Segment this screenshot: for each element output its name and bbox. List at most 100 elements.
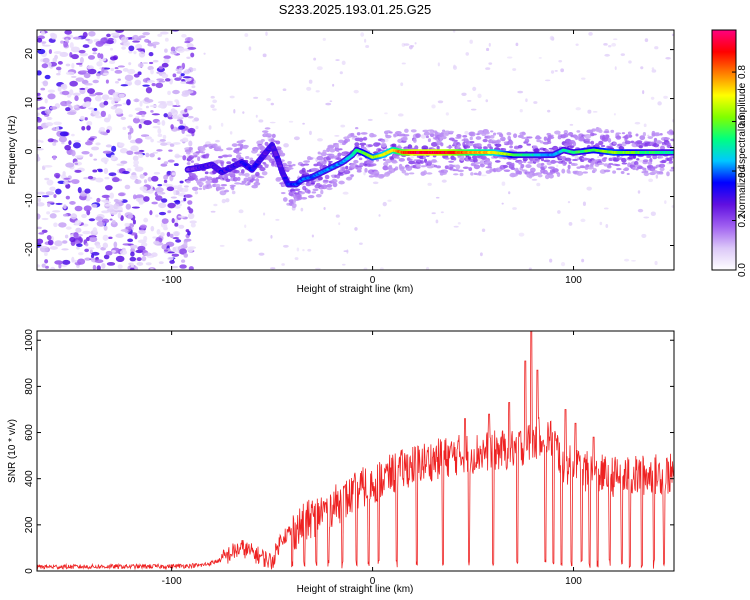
noise-blob — [568, 222, 573, 226]
noise-blob — [643, 216, 650, 219]
ridge-halo — [591, 128, 597, 132]
noise-blob — [508, 191, 511, 195]
noise-blob — [103, 225, 108, 231]
ridge-halo — [356, 132, 361, 136]
ridge-halo — [513, 133, 518, 139]
noise-blob — [109, 192, 115, 199]
ridge-halo — [295, 193, 302, 197]
noise-blob — [229, 131, 233, 135]
noise-blob — [581, 258, 585, 263]
noise-blob — [182, 137, 189, 142]
noise-blob — [48, 49, 52, 54]
noise-blob — [644, 38, 649, 43]
noise-blob — [141, 114, 145, 118]
y-tick-label-bottom: 200 — [24, 516, 35, 533]
noise-blob — [45, 191, 55, 196]
noise-blob — [129, 174, 138, 180]
ridge-halo — [403, 134, 410, 137]
ridge-halo — [621, 132, 626, 135]
noise-blob — [335, 214, 340, 218]
ridge-halo — [659, 132, 663, 136]
ridge-halo — [327, 145, 335, 150]
noise-blob — [41, 229, 48, 234]
noise-blob — [431, 212, 436, 215]
noise-blob — [75, 77, 85, 82]
ridge-halo — [394, 166, 399, 171]
noise-blob — [150, 138, 154, 143]
noise-blob — [671, 33, 674, 37]
ridge-halo — [621, 162, 628, 165]
noise-blob — [247, 238, 253, 242]
noise-blob — [57, 86, 62, 92]
ridge-halo — [380, 142, 387, 148]
ridge-halo — [208, 185, 213, 189]
noise-blob — [334, 135, 340, 137]
noise-blob — [111, 99, 115, 105]
noise-blob — [106, 129, 110, 134]
noise-blob — [671, 205, 674, 208]
noise-blob — [588, 31, 593, 36]
ridge-halo — [563, 133, 569, 138]
ridge-halo — [534, 136, 542, 140]
ridge-halo — [621, 157, 627, 163]
noise-blob — [104, 176, 110, 180]
ridge-halo — [396, 156, 400, 160]
noise-blob — [120, 36, 129, 43]
noise-blob — [603, 207, 609, 210]
ridge-halo — [255, 178, 260, 183]
noise-blob — [485, 99, 489, 103]
noise-blob — [258, 252, 265, 256]
noise-blob — [270, 102, 274, 106]
noise-blob — [71, 256, 75, 263]
ridge-halo — [430, 141, 438, 147]
noise-blob — [74, 155, 84, 158]
ridge-halo — [425, 135, 429, 139]
noise-blob — [135, 116, 140, 119]
noise-blob — [558, 60, 563, 63]
noise-blob — [176, 71, 182, 74]
noise-blob — [122, 126, 127, 131]
ridge-halo — [469, 136, 473, 141]
noise-blob — [86, 236, 91, 242]
ridge-halo — [247, 181, 251, 186]
ridge-halo — [626, 172, 630, 176]
noise-blob — [143, 252, 152, 257]
noise-blob — [169, 260, 175, 264]
noise-blob — [111, 177, 120, 183]
noise-blob — [177, 184, 183, 188]
ridge-halo — [568, 132, 574, 136]
ridge-halo — [627, 131, 632, 135]
noise-blob — [72, 142, 81, 149]
noise-blob — [117, 212, 122, 219]
noise-blob — [71, 150, 76, 157]
noise-blob — [133, 73, 140, 78]
noise-blob — [82, 44, 90, 48]
ridge-halo — [287, 160, 292, 165]
noise-blob — [79, 57, 84, 64]
ridge-halo — [229, 184, 236, 187]
ridge-halo — [521, 131, 526, 135]
ridge-halo — [362, 136, 368, 141]
noise-blob — [69, 89, 74, 96]
noise-blob — [114, 210, 123, 213]
noise-blob — [103, 167, 109, 175]
noise-blob — [121, 46, 126, 50]
ridge-halo — [249, 157, 254, 161]
noise-blob — [325, 102, 332, 106]
ridge-halo — [303, 163, 310, 166]
noise-blob — [46, 179, 54, 186]
noise-blob — [50, 266, 56, 270]
noise-blob — [65, 226, 72, 230]
noise-blob — [55, 126, 60, 132]
noise-blob — [163, 55, 171, 60]
ridge-halo — [282, 197, 288, 202]
noise-blob — [127, 82, 132, 85]
noise-blob — [44, 177, 50, 181]
ridge-halo — [205, 180, 212, 185]
ridge-halo — [614, 164, 621, 167]
noise-blob — [242, 111, 245, 114]
noise-blob — [113, 97, 121, 102]
noise-blob — [44, 252, 48, 257]
noise-blob — [101, 194, 111, 199]
